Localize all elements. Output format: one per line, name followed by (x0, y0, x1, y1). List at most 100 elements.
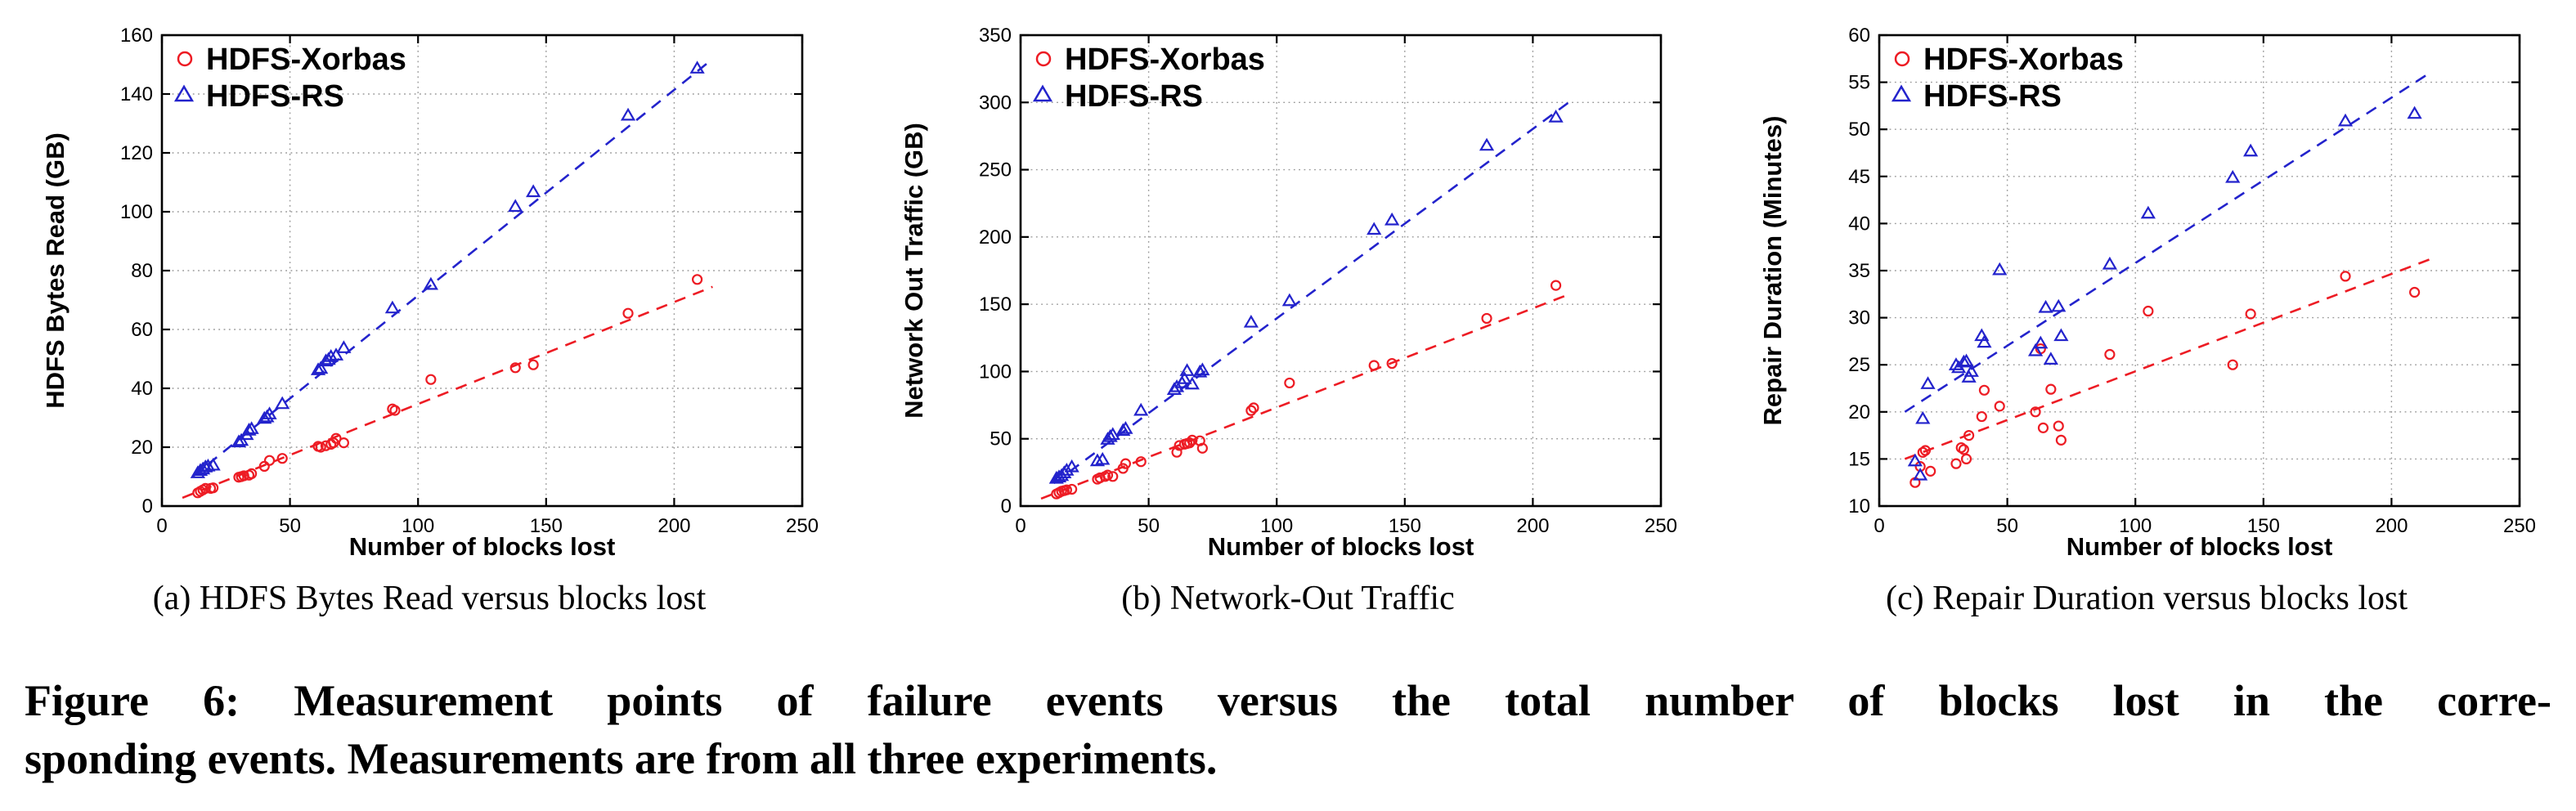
data-point-triangle (620, 107, 636, 121)
data-point-circle (1958, 444, 1969, 455)
data-point-triangle (310, 362, 326, 375)
svg-text:50: 50 (279, 515, 301, 537)
svg-text:60: 60 (1848, 25, 1870, 47)
data-point-circle (1550, 280, 1562, 291)
series-hdfs-rs (1904, 71, 2431, 481)
data-point-triangle (1184, 376, 1200, 390)
legend-marker-triangle (173, 84, 195, 102)
data-point-circle (425, 374, 437, 385)
data-point-triangle (1977, 334, 1992, 348)
figure-caption: Figure 6: Measurement points of failure … (25, 672, 2551, 788)
data-point-circle (200, 482, 211, 495)
y-axis-label: Network Out Traffic (GB) (900, 123, 928, 419)
data-point-circle (263, 455, 276, 466)
data-point-circle (2408, 286, 2421, 298)
svg-text:20: 20 (1848, 401, 1870, 423)
data-point-triangle (1915, 410, 1931, 424)
data-point-circle (1386, 357, 1398, 370)
x-tick-labels: 0 50 100 150 200 250 (1015, 515, 1677, 537)
data-point-circle (509, 362, 521, 374)
svg-text:120: 120 (120, 142, 153, 164)
data-point-circle (1061, 484, 1072, 495)
data-point-circle (1950, 458, 1962, 469)
legend-marker-circle (1894, 51, 1910, 67)
legend-label: HDFS-RS (206, 79, 344, 114)
trend-line (1904, 258, 2430, 460)
data-point-circle (1107, 471, 1119, 482)
trend-line (182, 285, 713, 500)
svg-text:140: 140 (120, 83, 153, 105)
data-point-circle (2055, 434, 2067, 446)
data-point-triangle (1089, 453, 1106, 467)
data-point-triangle (244, 421, 259, 434)
data-point-triangle (2102, 256, 2117, 270)
data-point-circle (2030, 406, 2041, 418)
svg-text:30: 30 (1848, 307, 1870, 329)
data-point-triangle (1177, 371, 1192, 384)
data-point-triangle (241, 423, 257, 436)
data-point-triangle (423, 276, 438, 290)
figure-panels: 0 50 100 150 200 250 0 20 40 60 80 100 120 140 160 Numb… (0, 0, 2576, 572)
x-axis-label: Number of blocks lost (2067, 532, 2333, 561)
chart-a-hdfs-bytes-read: 0 50 100 150 200 250 0 20 40 60 80 100 120 140 160 Numb… (41, 25, 819, 561)
data-point-triangle (2225, 169, 2241, 183)
caption-line-2: sponding events. Measurements are from a… (25, 734, 1218, 783)
svg-text:250: 250 (979, 159, 1012, 181)
data-point-triangle (1959, 353, 1974, 367)
svg-text:55: 55 (1848, 72, 1870, 94)
data-point-triangle (1548, 110, 1564, 123)
data-point-triangle (1133, 402, 1149, 416)
svg-text:10: 10 (1848, 495, 1870, 518)
svg-text:40: 40 (131, 378, 153, 400)
legend-marker-triangle (1032, 84, 1053, 102)
axes-box (1019, 34, 1663, 508)
data-point-triangle (1195, 362, 1210, 376)
data-point-circle (2227, 359, 2238, 370)
tick-marks (1878, 34, 2521, 508)
data-point-circle (1102, 469, 1114, 481)
series-hdfs-xorbas (1904, 258, 2430, 488)
data-point-circle (622, 307, 634, 319)
data-point-circle (389, 405, 401, 416)
legend-label: HDFS-RS (1065, 79, 1203, 114)
chart-panel-c: 0 50 100 150 200 250 10 15 20 25 30 35 40 45 50 55 60 Num… (1717, 0, 2576, 572)
svg-text:15: 15 (1848, 448, 1870, 470)
svg-text:0: 0 (142, 495, 153, 518)
svg-text:200: 200 (1516, 515, 1549, 537)
legend-marker-circle (177, 51, 193, 67)
data-point-circle (1963, 429, 1975, 441)
data-point-circle (1248, 402, 1259, 414)
data-point-circle (1066, 483, 1078, 495)
svg-text:100: 100 (1260, 515, 1293, 537)
data-point-circle (2104, 348, 2116, 361)
data-point-circle (338, 437, 349, 449)
legend-marker-triangle (1891, 84, 1912, 102)
trend-line (1904, 71, 2431, 413)
data-point-circle (1245, 405, 1257, 416)
data-point-triangle (384, 300, 400, 314)
data-point-triangle (262, 406, 277, 419)
data-point-triangle (1179, 363, 1195, 376)
trend-line (1052, 101, 1570, 485)
chart-panel-a: 0 50 100 150 200 250 0 20 40 60 80 100 120 140 160 Numb… (0, 0, 859, 572)
data-point-circle (246, 468, 258, 480)
x-axis-label: Number of blocks lost (349, 532, 616, 561)
data-point-triangle (1913, 467, 1928, 481)
data-point-circle (1196, 442, 1208, 454)
data-point-circle (1481, 312, 1492, 325)
data-point-triangle (1963, 364, 1979, 377)
data-point-triangle (231, 434, 247, 448)
svg-text:100: 100 (2119, 515, 2152, 537)
svg-text:150: 150 (2247, 515, 2280, 537)
y-axis-label: HDFS Bytes Read (GB) (41, 132, 70, 409)
data-point-circle (2143, 305, 2154, 317)
svg-text:50: 50 (1848, 119, 1870, 141)
y-tick-labels: 0 50 100 150 200 250 300 350 (979, 25, 1012, 518)
data-point-triangle (336, 340, 352, 353)
svg-text:0: 0 (1015, 515, 1025, 537)
data-point-triangle (195, 461, 211, 475)
data-point-triangle (1105, 427, 1120, 441)
